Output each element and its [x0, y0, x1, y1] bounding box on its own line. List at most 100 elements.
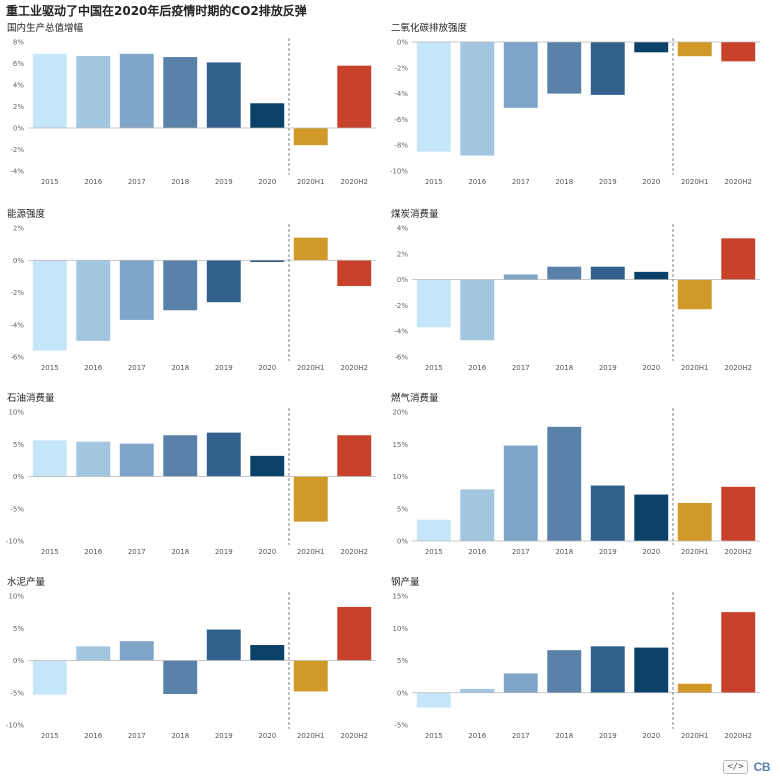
y-tick-label: -4% [10, 168, 24, 176]
bar-2015 [416, 279, 451, 328]
panel-title: 钢产量 [391, 576, 420, 588]
y-tick-label: -10% [6, 538, 24, 546]
x-tick-label: 2020H2 [340, 178, 368, 186]
x-tick-label: 2017 [128, 364, 146, 372]
bar-2016 [76, 441, 111, 477]
y-tick-label: 0% [13, 257, 24, 265]
x-tick-label: 2015 [425, 732, 443, 740]
y-tick-label: -6% [394, 116, 408, 124]
bar-2018 [547, 426, 582, 541]
y-tick-label: 0% [397, 538, 408, 546]
x-tick-label: 2019 [215, 178, 233, 186]
embed-code-icon[interactable]: </> [723, 760, 748, 774]
x-tick-label: 2020 [642, 364, 660, 372]
bar-2017 [503, 42, 538, 108]
x-tick-label: 2018 [171, 548, 189, 556]
x-tick-label: 2020H2 [724, 548, 752, 556]
bar-2018 [547, 650, 582, 693]
bar-2020H2 [721, 486, 756, 541]
x-tick-label: 2019 [599, 178, 617, 186]
bar-2018 [547, 42, 582, 94]
bar-2020H2 [337, 606, 372, 661]
bar-2020H1 [293, 237, 328, 261]
y-tick-label: 6% [13, 60, 24, 68]
y-tick-label: 5% [13, 441, 24, 449]
y-tick-label: -10% [6, 722, 24, 730]
y-tick-label: 0% [13, 125, 24, 133]
y-tick-label: 10% [392, 625, 408, 633]
x-tick-label: 2020 [258, 178, 276, 186]
y-tick-label: 0% [13, 657, 24, 665]
x-tick-label: 2017 [128, 548, 146, 556]
y-tick-label: -6% [10, 354, 24, 362]
x-tick-label: 2016 [468, 178, 486, 186]
bar-2017 [119, 53, 154, 129]
x-tick-label: 2017 [128, 178, 146, 186]
bar-2020H1 [677, 42, 712, 57]
x-tick-label: 2020 [642, 548, 660, 556]
x-tick-label: 2020 [258, 548, 276, 556]
bar-2020H1 [677, 279, 712, 310]
x-tick-label: 2015 [425, 364, 443, 372]
bar-2017 [503, 274, 538, 280]
x-tick-label: 2018 [171, 732, 189, 740]
x-tick-label: 2015 [41, 364, 59, 372]
y-tick-label: 0% [397, 689, 408, 697]
x-tick-label: 2020 [642, 732, 660, 740]
bar-2017 [119, 443, 154, 477]
bar-2020 [250, 455, 285, 477]
x-tick-label: 2020H1 [681, 178, 709, 186]
bar-2020 [250, 103, 285, 128]
y-tick-label: 5% [397, 657, 408, 665]
bar-2020H2 [721, 238, 756, 280]
x-tick-label: 2020H1 [681, 732, 709, 740]
y-tick-label: -5% [394, 722, 408, 730]
x-tick-label: 2020H1 [297, 732, 325, 740]
x-tick-label: 2017 [512, 732, 530, 740]
y-tick-label: 2% [13, 225, 24, 233]
bar-2020H1 [677, 683, 712, 693]
y-tick-label: 8% [13, 39, 24, 47]
bar-2019 [590, 646, 625, 693]
panel-1: 国内生产总值增幅 -4% -2% 0% 2% 4% 6% 8% 2015 2016 2017 2018… [7, 22, 376, 186]
x-tick-label: 2016 [84, 548, 102, 556]
panel-5: 石油消费量 -10% -5% 0% 5% 10% 2015 2016 2017 2018 2019 2… [6, 392, 376, 556]
y-tick-label: -2% [394, 302, 408, 310]
x-tick-label: 2017 [512, 364, 530, 372]
panel-title: 燃气消费量 [391, 392, 439, 404]
panel-title: 煤炭消费量 [391, 208, 439, 220]
x-tick-label: 2015 [425, 548, 443, 556]
y-tick-label: 10% [8, 593, 24, 601]
x-tick-label: 2018 [171, 364, 189, 372]
carbon-brief-logo: CB [753, 760, 771, 774]
y-tick-label: -6% [394, 354, 408, 362]
panel-7: 水泥产量 -10% -5% 0% 5% 10% 2015 2016 2017 2018 2019 20… [6, 576, 376, 740]
y-tick-label: 0% [13, 473, 24, 481]
x-tick-label: 2020 [258, 364, 276, 372]
y-tick-label: -5% [10, 505, 24, 513]
bar-2016 [76, 646, 111, 661]
x-tick-label: 2018 [555, 364, 573, 372]
x-tick-label: 2019 [215, 364, 233, 372]
x-tick-label: 2019 [599, 364, 617, 372]
x-tick-label: 2020H2 [724, 732, 752, 740]
bar-2020H2 [337, 435, 372, 477]
y-tick-label: 5% [397, 505, 408, 513]
y-tick-label: -8% [394, 142, 408, 150]
y-tick-label: -2% [394, 64, 408, 72]
bar-2019 [590, 42, 625, 95]
y-tick-label: 4% [13, 82, 24, 90]
bar-2018 [547, 266, 582, 280]
x-tick-label: 2016 [84, 178, 102, 186]
x-tick-label: 2020 [258, 732, 276, 740]
x-tick-label: 2020H2 [340, 548, 368, 556]
panel-title: 能源强度 [7, 208, 46, 220]
bar-2019 [206, 260, 241, 303]
x-tick-label: 2020H1 [297, 364, 325, 372]
x-tick-label: 2016 [84, 732, 102, 740]
bar-2015 [416, 42, 451, 152]
bar-2017 [503, 445, 538, 541]
bar-2020H1 [677, 502, 712, 541]
y-tick-label: -2% [10, 289, 24, 297]
x-tick-label: 2019 [215, 732, 233, 740]
